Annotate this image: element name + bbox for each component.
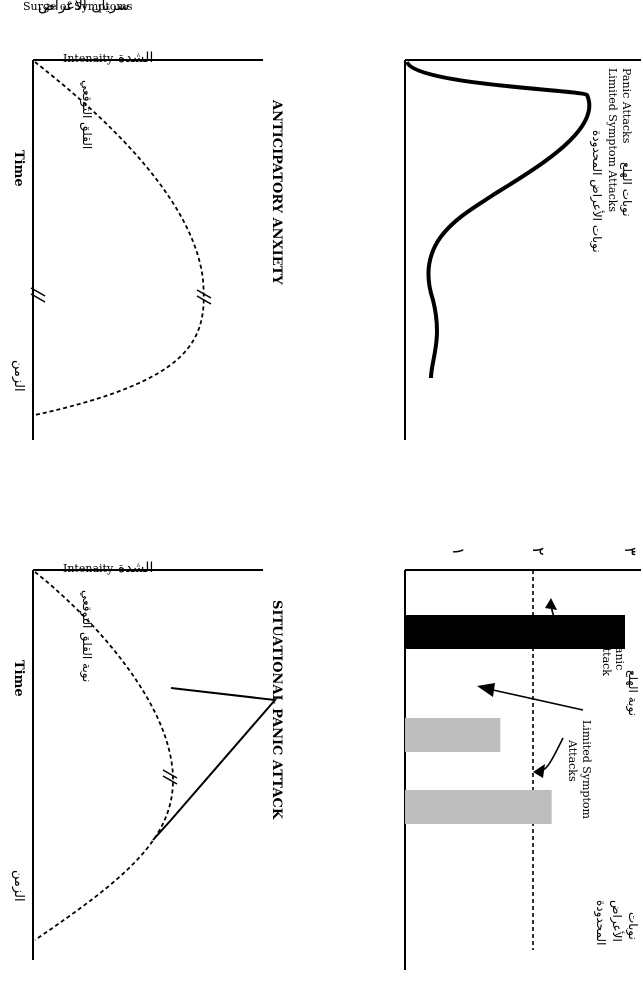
arrow-limited-1-head — [477, 683, 495, 697]
anticipatory-curve-break-1 — [196, 289, 212, 299]
number-label-panic-en-1: Panic — [613, 640, 626, 670]
number-label-limited-ar-1: نوبات — [625, 912, 640, 940]
surge-label-panic-ar: نوبات الهلع — [619, 162, 634, 217]
anticipatory-title: ANTICIPATORY ANXIETY — [269, 99, 284, 285]
surge-label-limited-en: Limited Symptom Attacks — [606, 68, 619, 212]
bars-group — [404, 615, 625, 824]
situational-y-ar: الشدة — [118, 560, 153, 576]
bar-2 — [404, 718, 501, 752]
number-label-panic-ar: نوبة الهلع — [625, 670, 640, 716]
tick-label-2: ٢ — [529, 547, 548, 556]
anticipatory-curve-break-2 — [196, 295, 212, 305]
situational-curve — [34, 571, 174, 941]
anticipatory-y-en: Intenaity — [63, 52, 114, 65]
rotated-figure: سريان الأعراض Surge of Symptoms Panic At… — [11, 0, 641, 970]
panel-number: ٣ ٢ ١ Panic Attack نوبة الهلع Limited Sy… — [404, 547, 641, 970]
anticipatory-break-2 — [30, 293, 46, 303]
anticipatory-curve-ar: القلق التوقعي — [79, 80, 94, 149]
situational-spike — [152, 687, 277, 841]
panel-surge: سريان الأعراض Surge of Symptoms Panic At… — [23, 0, 641, 440]
arrow-limited-2 — [542, 737, 564, 771]
number-label-limited-ar-2: الأعراض — [609, 900, 625, 942]
panel-anticipatory: ANTICIPATORY ANXIETY Intenaity الشدة Tim… — [11, 50, 284, 440]
panel-situational: SITUATIONAL PANIC ATTACK Intenaity الشدة… — [11, 560, 284, 960]
surge-curve — [405, 60, 592, 379]
number-label-limited-ar-3: المحدودة — [593, 900, 608, 945]
situational-curve-ar: نوبة القلق التوقعي — [79, 590, 94, 682]
arrow-limited-2-head — [533, 764, 545, 778]
bar-1 — [405, 615, 625, 649]
surge-title-en: Surge of Symptoms — [23, 0, 133, 13]
anticipatory-curve — [34, 61, 205, 416]
arrow-limited-1 — [492, 689, 584, 711]
arrow-panic — [550, 604, 592, 641]
situational-break-1 — [162, 769, 178, 779]
anticipatory-y-ar: الشدة — [118, 50, 153, 66]
surge-title-ar: سريان الأعراض — [38, 0, 129, 14]
arrow-panic-head — [545, 598, 557, 610]
anticipatory-x-en: Time — [11, 150, 26, 187]
situational-x-ar: الزمن — [11, 870, 26, 902]
situational-break-2 — [162, 775, 178, 785]
bar-3 — [404, 790, 552, 824]
situational-x-en: Time — [11, 660, 26, 697]
surge-label-panic-en: Panic Attacks — [620, 68, 633, 144]
anticipatory-x-ar: الزمن — [11, 360, 26, 392]
number-label-limited-en-1: Limited Symptom — [580, 720, 593, 820]
number-label-panic-en-2: Attack — [600, 639, 613, 676]
situational-title: SITUATIONAL PANIC ATTACK — [269, 600, 284, 820]
surge-label-limited-ar: نوبات الأعراض المحدودة — [589, 130, 605, 253]
tick-label-3: ٣ — [621, 547, 640, 556]
anticipatory-break-1 — [30, 287, 46, 297]
number-label-limited-en-2: Attacks — [566, 739, 579, 782]
tick-label-1: ١ — [449, 547, 468, 556]
situational-y-en: Intenaity — [63, 562, 114, 575]
